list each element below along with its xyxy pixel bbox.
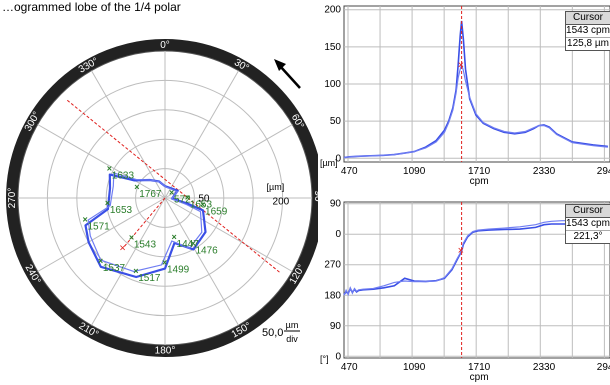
rotation-arrow	[279, 65, 301, 89]
cursor-title: Cursor	[566, 205, 610, 218]
cursor-x-value: 1543 cpm	[566, 218, 610, 231]
y-tick-label: 90	[330, 199, 342, 210]
polar-marker: ×	[98, 256, 103, 266]
polar-spoke	[164, 70, 239, 199]
polar-point-label: 1571	[87, 221, 110, 232]
polar-spoke	[37, 124, 166, 199]
polar-marker: ×	[129, 233, 134, 243]
x-tick-label: 1710	[468, 166, 491, 177]
polar-angle-label: 90°	[312, 190, 318, 205]
polar-point-label: 1633	[112, 171, 135, 182]
polar-point-label: 1476	[196, 245, 219, 256]
y-tick-label: 90	[330, 321, 342, 332]
polar-point-label: 1653	[190, 200, 213, 211]
x-tick-label: 470	[341, 166, 358, 177]
x-axis-label: cpm	[470, 176, 489, 187]
polar-point-label: 1767	[139, 189, 162, 200]
polar-spoke	[91, 70, 166, 199]
y-tick-label: 0	[335, 153, 341, 164]
polar-cursor-line	[66, 99, 282, 274]
y-unit-label: [°]	[320, 354, 329, 364]
x-tick-label: 2330	[533, 166, 556, 177]
polar-point-label: 1447	[177, 239, 200, 250]
scale-unit-bottom: div	[286, 334, 298, 344]
y-tick-label: 100	[324, 79, 341, 90]
scale-value: 50,0	[262, 327, 283, 339]
polar-outer-ring	[6, 39, 318, 357]
polar-cursor-line	[123, 197, 166, 248]
y-tick-label: 50	[330, 116, 342, 127]
polar-radial-label: 50	[198, 194, 210, 205]
polar-radial-unit: [µm]	[267, 182, 285, 192]
cursor-mark: ×	[458, 245, 464, 257]
polar-point-label: 1653	[110, 205, 133, 216]
polar-spoke	[164, 197, 239, 326]
polar-spoke	[91, 197, 166, 326]
polar-point-label: 1537	[103, 263, 126, 274]
polar-point-label: 1659	[205, 206, 228, 217]
scale-unit-top: µm	[286, 320, 299, 330]
x-tick-label: 2940	[597, 362, 610, 373]
polar-marker: ×	[191, 238, 196, 248]
polar-curve	[84, 173, 207, 279]
polar-point-label: 1499	[167, 265, 190, 276]
x-axis-label: cpm	[470, 372, 489, 383]
cursor-mark: ×	[458, 60, 464, 72]
cursor-readout-phase: Cursor 1543 cpm 221,3°	[565, 204, 610, 244]
polar-radial-label: 200	[273, 197, 290, 208]
series-line	[343, 220, 608, 297]
cursor-y-value: 125,8 µm	[567, 38, 609, 49]
polar-angle-label: 270°	[7, 188, 18, 209]
polar-marker: ×	[134, 182, 139, 192]
x-tick-label: 1090	[403, 362, 426, 373]
x-tick-label: 1090	[403, 166, 426, 177]
polar-plot: 0°30°60°90°120°150°180°210°240°270°300°3…	[6, 39, 318, 357]
header-text: …ogrammed lobe of the 1/4 polar	[2, 0, 181, 14]
polar-point-label: 1543	[134, 240, 157, 251]
series-line	[343, 62, 608, 159]
y-tick-label: 150	[324, 42, 341, 53]
polar-cursor-mark: ×	[119, 243, 125, 255]
polar-spoke	[164, 124, 293, 199]
polar-marker: ×	[107, 164, 112, 174]
y-tick-label: 180	[324, 290, 341, 301]
polar-marker: ×	[172, 232, 177, 242]
y-tick-label: 0	[335, 351, 341, 362]
polar-point-label: 1517	[138, 273, 161, 284]
rotation-arrow-head	[274, 59, 286, 71]
x-tick-label: 1710	[468, 362, 491, 373]
cursor-x-value: 1543 cpm	[566, 25, 610, 38]
cursor-title: Cursor	[566, 12, 610, 25]
x-tick-label: 2940	[597, 166, 610, 177]
cursor-readout-amplitude: Cursor 1543 cpm 125,8 µm	[565, 11, 610, 51]
polar-point-label: 572	[174, 195, 191, 206]
x-tick-label: 470	[341, 362, 358, 373]
polar-marker: ×	[133, 266, 138, 276]
polar-spoke	[37, 197, 166, 272]
polar-marker: ×	[105, 198, 110, 208]
polar-curve	[87, 172, 203, 273]
polar-spoke	[164, 197, 293, 272]
polar-marker: ×	[169, 188, 174, 198]
x-tick-label: 2330	[533, 362, 556, 373]
polar-marker: ×	[82, 214, 87, 224]
y-tick-label: 0	[335, 229, 341, 240]
y-unit-label: [µm]	[320, 158, 338, 168]
polar-marker: ×	[200, 199, 205, 209]
polar-angle-label: 180°	[155, 346, 176, 357]
polar-marker: ×	[185, 193, 190, 203]
polar-angle-label: 0°	[160, 40, 170, 51]
cursor-y-value: 221,3°	[573, 231, 603, 242]
y-tick-label: 200	[324, 5, 341, 16]
polar-marker: ×	[162, 258, 167, 268]
y-tick-label: 270	[324, 260, 341, 271]
